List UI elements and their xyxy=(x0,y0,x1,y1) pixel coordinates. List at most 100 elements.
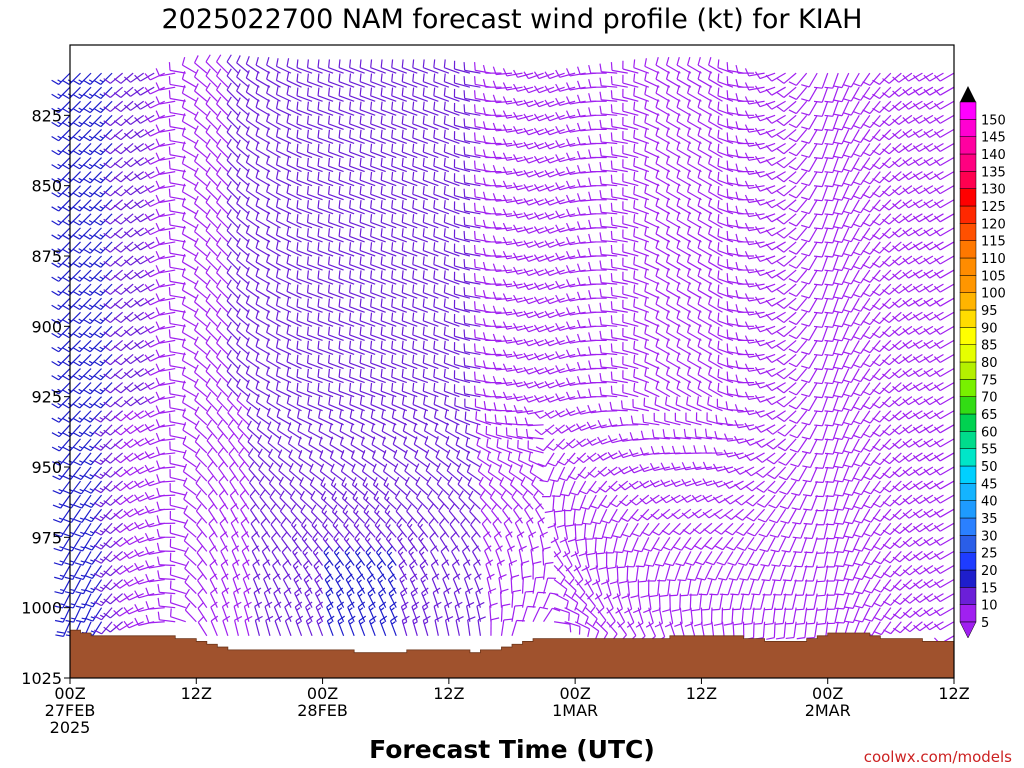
barb-feather xyxy=(349,368,352,378)
barb-staff xyxy=(83,607,92,623)
wind-barb xyxy=(73,466,92,481)
barb-staff xyxy=(109,241,124,253)
barb-staff xyxy=(109,339,124,352)
barb-feather xyxy=(433,200,436,209)
barb-staff xyxy=(89,171,102,184)
barb-feather xyxy=(317,87,320,96)
barb-feather xyxy=(93,192,102,198)
barb-staff xyxy=(58,297,71,310)
barb-staff xyxy=(71,522,82,537)
barb-feather xyxy=(327,143,331,153)
barb-feather xyxy=(380,270,383,279)
barb-feather xyxy=(349,115,352,124)
barb-feather xyxy=(75,576,84,581)
wind-barb xyxy=(82,354,102,367)
barb-staff xyxy=(100,396,113,409)
barb-feather xyxy=(391,87,394,96)
barb-staff xyxy=(109,100,124,113)
barb-staff xyxy=(100,494,113,508)
wind-barb xyxy=(54,607,71,623)
barb-feather xyxy=(61,332,70,339)
wind-barb xyxy=(93,72,113,85)
barb-feather xyxy=(391,228,394,237)
barb-feather xyxy=(53,547,62,552)
barb-staff xyxy=(109,382,124,394)
barb-feather xyxy=(73,461,82,466)
wind-barb xyxy=(93,171,113,184)
barb-feather xyxy=(380,354,383,364)
barb-feather xyxy=(93,459,102,465)
barb-feather xyxy=(52,461,61,466)
barb-staff xyxy=(89,143,102,156)
wind-barb xyxy=(83,522,103,537)
barb-feather xyxy=(391,340,394,350)
barb-staff xyxy=(79,255,92,268)
barb-staff xyxy=(89,382,102,395)
barb-staff xyxy=(89,72,102,85)
barb-feather xyxy=(338,115,341,124)
barb-half-feather xyxy=(99,374,104,378)
barb-feather xyxy=(391,73,394,82)
barb-feather xyxy=(306,129,309,139)
barb-feather xyxy=(83,460,92,466)
wind-barb xyxy=(82,86,102,100)
barb-feather xyxy=(306,382,309,392)
barb-half-feather xyxy=(57,262,62,266)
barb-feather xyxy=(93,516,102,522)
barb-feather xyxy=(370,354,373,364)
barb-half-feather xyxy=(78,135,83,139)
barb-feather xyxy=(380,129,383,139)
barb-staff xyxy=(61,565,71,580)
barb-feather xyxy=(296,326,299,335)
wind-barb xyxy=(51,213,71,226)
barb-feather xyxy=(168,174,171,183)
barb-staff xyxy=(109,410,124,422)
barb-feather xyxy=(168,329,171,338)
barb-feather xyxy=(401,101,404,110)
barb-staff xyxy=(109,199,124,211)
barb-feather xyxy=(93,262,102,268)
barb-feather xyxy=(93,121,102,128)
wind-barb xyxy=(103,396,124,408)
barb-feather xyxy=(103,387,111,394)
wind-barb xyxy=(82,396,102,409)
barb-feather xyxy=(338,171,341,181)
barb-staff xyxy=(70,480,82,495)
barb-feather xyxy=(72,318,81,325)
barb-staff xyxy=(100,536,113,550)
barb-feather xyxy=(412,298,415,307)
barb-feather xyxy=(103,92,111,98)
barb-feather xyxy=(53,562,63,566)
barb-feather xyxy=(359,298,362,307)
barb-feather xyxy=(51,318,59,325)
barb-feather xyxy=(75,605,85,609)
barb-staff xyxy=(100,269,113,282)
wind-barb xyxy=(93,86,113,100)
barb-feather xyxy=(61,248,70,254)
barb-half-feather xyxy=(88,248,94,252)
barb-staff xyxy=(91,508,103,523)
barb-staff xyxy=(109,114,124,127)
barb-feather xyxy=(380,242,383,251)
barb-half-feather xyxy=(99,205,104,210)
barb-feather xyxy=(380,312,383,321)
barb-feather xyxy=(391,284,394,293)
barb-staff xyxy=(73,607,82,623)
barb-feather xyxy=(296,185,299,195)
wind-barb xyxy=(93,157,113,170)
barb-feather xyxy=(317,143,320,153)
barb-feather xyxy=(84,574,93,580)
wind-barb xyxy=(82,72,102,85)
barb-feather xyxy=(62,475,71,481)
barb-feather xyxy=(93,318,102,325)
barb-half-feather xyxy=(57,163,62,167)
barb-staff xyxy=(79,227,92,240)
barb-staff xyxy=(101,621,113,635)
barb-staff xyxy=(109,283,124,295)
barb-feather xyxy=(401,129,404,139)
barb-feather xyxy=(93,206,102,212)
barb-staff xyxy=(100,283,113,296)
barb-feather xyxy=(51,304,59,311)
barb-feather xyxy=(422,312,425,321)
